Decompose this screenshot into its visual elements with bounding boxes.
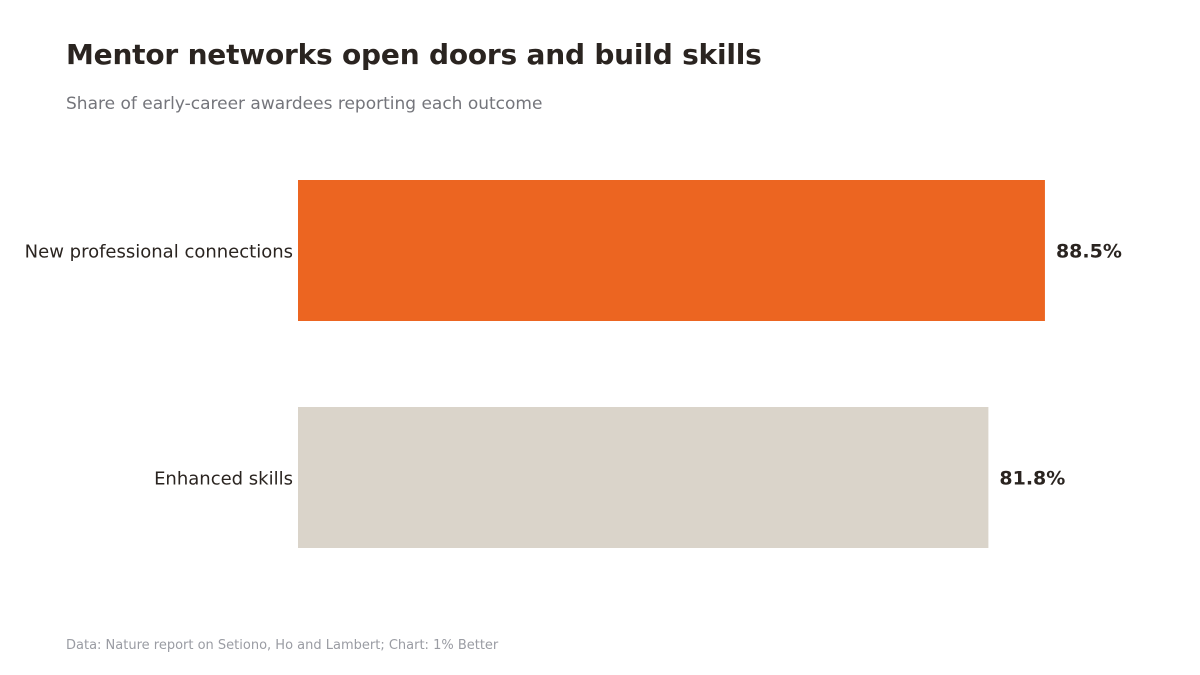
chart-title: Mentor networks open doors and build ski… [66,38,762,71]
source-note: Data: Nature report on Setiono, Ho and L… [66,638,499,653]
bar-enhanced-skills [298,407,989,548]
bar-new-professional-connections [298,180,1045,321]
value-label-enhanced-skills: 81.8% [999,468,1065,490]
value-label-new-professional-connections: 88.5% [1056,241,1122,263]
category-label-enhanced-skills: Enhanced skills [154,469,293,490]
category-label-new-professional-connections: New professional connections [25,242,293,263]
chart-subtitle: Share of early-career awardees reporting… [66,94,543,114]
